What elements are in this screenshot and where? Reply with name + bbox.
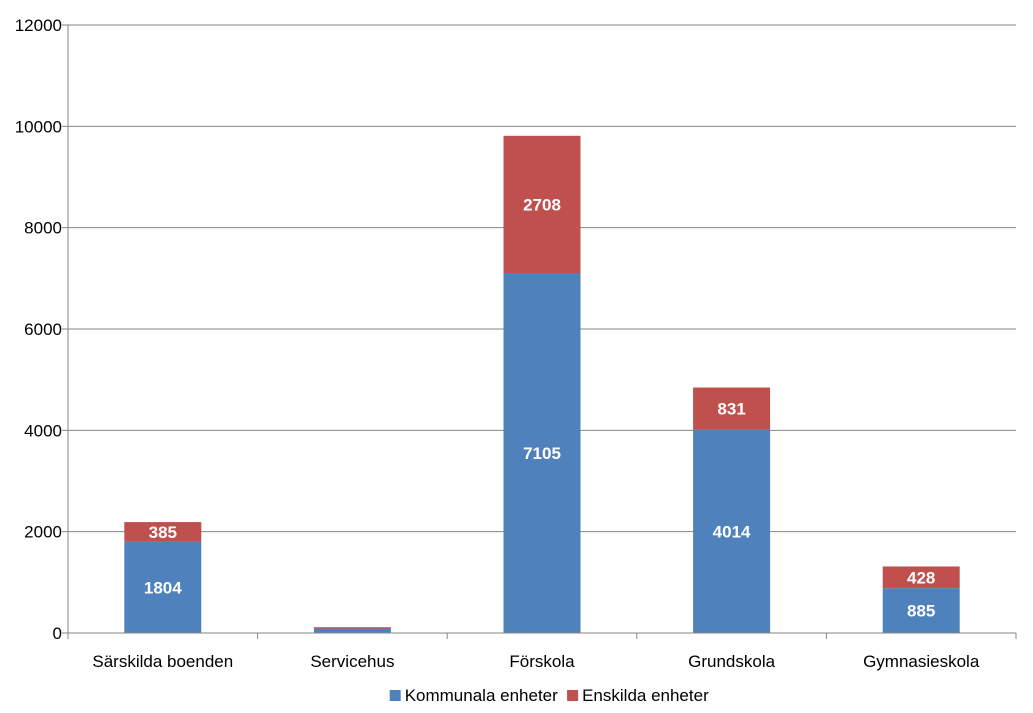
y-tick-label: 10000 bbox=[15, 117, 62, 136]
bar-enskilda-4 bbox=[882, 566, 960, 589]
data-label: 428 bbox=[907, 568, 935, 587]
data-label: 7105 bbox=[523, 444, 561, 463]
x-category-label: Servicehus bbox=[310, 652, 394, 671]
y-axis-ticks: 0 2000 4000 6000 8000 10000 12000 bbox=[15, 16, 68, 643]
y-tick-label: 6000 bbox=[24, 320, 62, 339]
x-category-label: Gymnasieskola bbox=[863, 652, 980, 671]
bars bbox=[124, 135, 960, 633]
x-category-label: Förskola bbox=[509, 652, 575, 671]
bar-kommunala-0 bbox=[124, 541, 202, 633]
y-tick-label: 0 bbox=[53, 624, 62, 643]
data-label: 385 bbox=[149, 523, 177, 542]
y-tick-label: 12000 bbox=[15, 16, 62, 35]
bar-enskilda-3 bbox=[693, 387, 771, 430]
data-label: 885 bbox=[907, 602, 935, 621]
y-tick-label: 8000 bbox=[24, 219, 62, 238]
legend-label: Kommunala enheter bbox=[405, 686, 558, 705]
legend: Kommunala enheter Enskilda enheter bbox=[389, 686, 709, 705]
bar-enskilda-0 bbox=[124, 522, 202, 542]
bar-kommunala-4 bbox=[882, 588, 960, 633]
legend-swatch bbox=[389, 690, 401, 701]
data-label: 4014 bbox=[713, 522, 751, 541]
data-label: 831 bbox=[717, 400, 745, 419]
data-label: 1804 bbox=[144, 578, 182, 597]
bar-kommunala-1 bbox=[313, 628, 391, 633]
bar-kommunala-3 bbox=[693, 429, 771, 633]
legend-label: Enskilda enheter bbox=[582, 686, 709, 705]
bar-kommunala-2 bbox=[503, 273, 581, 633]
data-labels: 1804 385 7105 2708 4014 831 885 428 bbox=[144, 195, 936, 620]
axes bbox=[67, 25, 1017, 639]
legend-swatch bbox=[567, 690, 579, 701]
y-tick-label: 2000 bbox=[24, 523, 62, 542]
x-category-label: Särskilda boenden bbox=[92, 652, 233, 671]
y-tick-label: 4000 bbox=[24, 421, 62, 440]
bar-enskilda-2 bbox=[503, 135, 581, 274]
bar-enskilda-1 bbox=[313, 627, 391, 629]
x-category-label: Grundskola bbox=[688, 652, 775, 671]
data-label: 2708 bbox=[523, 195, 561, 214]
x-axis-categories: Särskilda boenden Servicehus Förskola Grund… bbox=[92, 652, 979, 671]
